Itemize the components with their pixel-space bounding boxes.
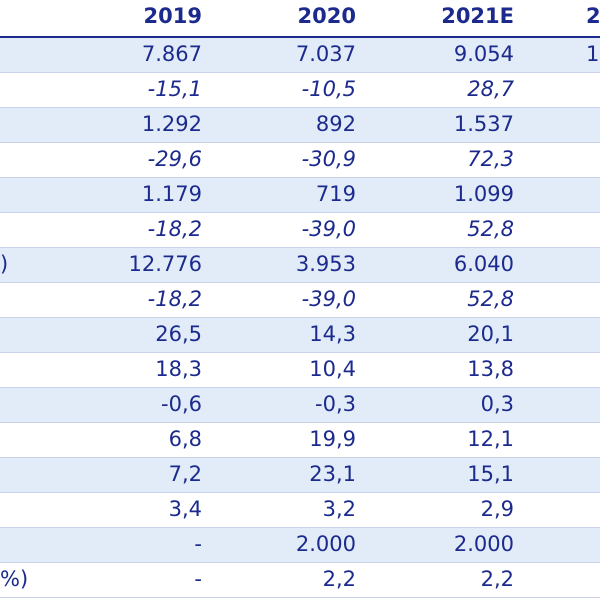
table-row: 3,4 3,2 2,9: [0, 493, 600, 528]
cell-2019: 26,5: [155, 322, 202, 346]
cell-2020: -30,9: [301, 147, 356, 171]
cell-2021e: 9.054: [453, 42, 514, 66]
cell-2020: 14,3: [309, 322, 356, 346]
cell-2020: -39,0: [301, 287, 356, 311]
cell-2021e: 1.099: [453, 182, 514, 206]
cell-2021e: 12,1: [467, 427, 514, 451]
cell-2020: 719: [315, 182, 356, 206]
row-label: ): [0, 252, 9, 276]
cell-2019: 1.292: [141, 112, 202, 136]
cell-2020: 7.037: [295, 42, 356, 66]
cell-2020: -10,5: [301, 77, 356, 101]
cell-2019: 1.179: [141, 182, 202, 206]
cell-2021e: 2,2: [480, 567, 514, 591]
cell-2021e: 2.000: [453, 532, 514, 556]
table-row: -0,6 -0,3 0,3: [0, 388, 600, 423]
cell-2020: -39,0: [301, 217, 356, 241]
cell-2019: 12.776: [128, 252, 202, 276]
cell-2021e: 0,3: [480, 392, 514, 416]
cell-2021e: 72,3: [467, 147, 514, 171]
cell-2021e: 28,7: [467, 77, 514, 101]
cell-2021e: 1.537: [453, 112, 514, 136]
table-row: -18,2 -39,0 52,8: [0, 283, 600, 318]
table-row: 18,3 10,4 13,8: [0, 353, 600, 388]
table-row: 1.292 892 1.537: [0, 108, 600, 143]
header-2020: 2020: [297, 4, 356, 28]
header-2021e: 2021E: [441, 4, 514, 28]
cell-2020: 2.000: [295, 532, 356, 556]
cell-2020: 10,4: [309, 357, 356, 381]
cell-2021e: 2,9: [480, 497, 514, 521]
header-2019: 2019: [143, 4, 202, 28]
cell-2019: 18,3: [155, 357, 202, 381]
cell-2019: -: [194, 567, 202, 591]
cell-2020: 3,2: [322, 497, 356, 521]
cell-2021e: 15,1: [467, 462, 514, 486]
cell-2021e: 13,8: [467, 357, 514, 381]
cell-2021e: 52,8: [467, 217, 514, 241]
cell-2019: -18,2: [147, 217, 202, 241]
cell-2020: 2,2: [322, 567, 356, 591]
cell-2020: 19,9: [309, 427, 356, 451]
table-row: %) - 2,2 2,2: [0, 563, 600, 598]
cell-next-year: 1: [586, 42, 600, 66]
cell-2019: -29,6: [147, 147, 202, 171]
cell-2019: 7,2: [168, 462, 202, 486]
cell-2019: 3,4: [168, 497, 202, 521]
cell-2021e: 20,1: [467, 322, 514, 346]
table-row: 7,2 23,1 15,1: [0, 458, 600, 493]
table-row: - 2.000 2.000: [0, 528, 600, 563]
row-label: %): [0, 567, 29, 591]
cell-2019: 6,8: [168, 427, 202, 451]
table-row: 1.179 719 1.099: [0, 178, 600, 213]
cell-2019: -18,2: [147, 287, 202, 311]
cell-2020: 892: [315, 112, 356, 136]
cell-2019: -0,6: [161, 392, 202, 416]
cell-2020: 23,1: [309, 462, 356, 486]
cell-2021e: 52,8: [467, 287, 514, 311]
table-row: 6,8 19,9 12,1: [0, 423, 600, 458]
cell-2020: -0,3: [315, 392, 356, 416]
cell-2021e: 6.040: [453, 252, 514, 276]
table-row: -15,1 -10,5 28,7: [0, 73, 600, 108]
table-row: 7.867 7.037 9.054 1: [0, 38, 600, 73]
cell-2019: 7.867: [141, 42, 202, 66]
cell-2020: 3.953: [295, 252, 356, 276]
cell-2019: -: [194, 532, 202, 556]
table-row: 26,5 14,3 20,1: [0, 318, 600, 353]
table-header: 2019 2020 2021E 2: [0, 0, 600, 38]
table-row: -18,2 -39,0 52,8: [0, 213, 600, 248]
header-next-year: 2: [586, 4, 600, 28]
cell-2019: -15,1: [147, 77, 202, 101]
table-row: ) 12.776 3.953 6.040: [0, 248, 600, 283]
table-row: -29,6 -30,9 72,3: [0, 143, 600, 178]
